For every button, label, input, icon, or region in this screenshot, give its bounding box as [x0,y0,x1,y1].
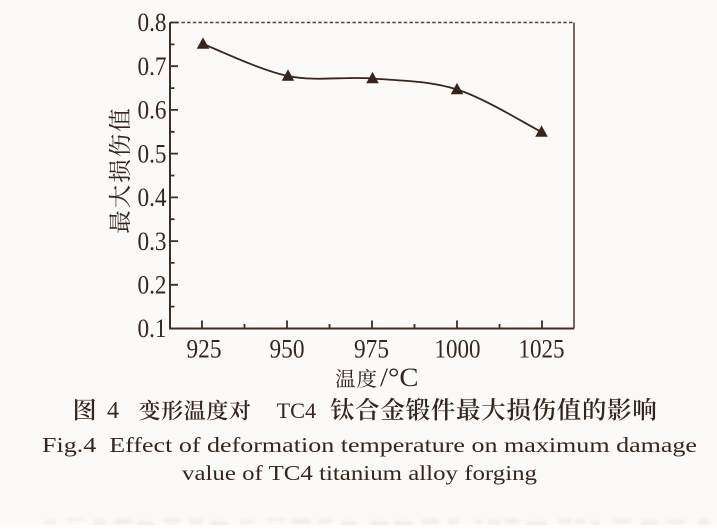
svg-text:975: 975 [354,334,389,364]
svg-text:0.7: 0.7 [138,51,167,81]
svg-text:1025: 1025 [519,334,565,364]
svg-text:0.2: 0.2 [138,270,167,300]
svg-text:950: 950 [270,334,305,364]
svg-text:Fig.4 Effect of deformation t: Fig.4 Effect of deformation temperature … [42,433,697,457]
svg-text:0.6: 0.6 [138,95,167,125]
svg-text:value of TC4 titanium alloy fo: value of TC4 titanium alloy forging [182,461,537,485]
svg-text:0.5: 0.5 [138,138,167,168]
svg-text:1000: 1000 [435,334,481,364]
svg-text:4: 4 [107,398,119,424]
svg-text:TC4: TC4 [277,398,317,423]
svg-text:0.4: 0.4 [138,182,167,212]
svg-text:0.1: 0.1 [138,313,167,343]
svg-text:/°C: /°C [380,363,419,392]
svg-text:925: 925 [187,334,222,364]
svg-text:0.3: 0.3 [138,226,167,256]
svg-text:0.8: 0.8 [138,7,167,37]
